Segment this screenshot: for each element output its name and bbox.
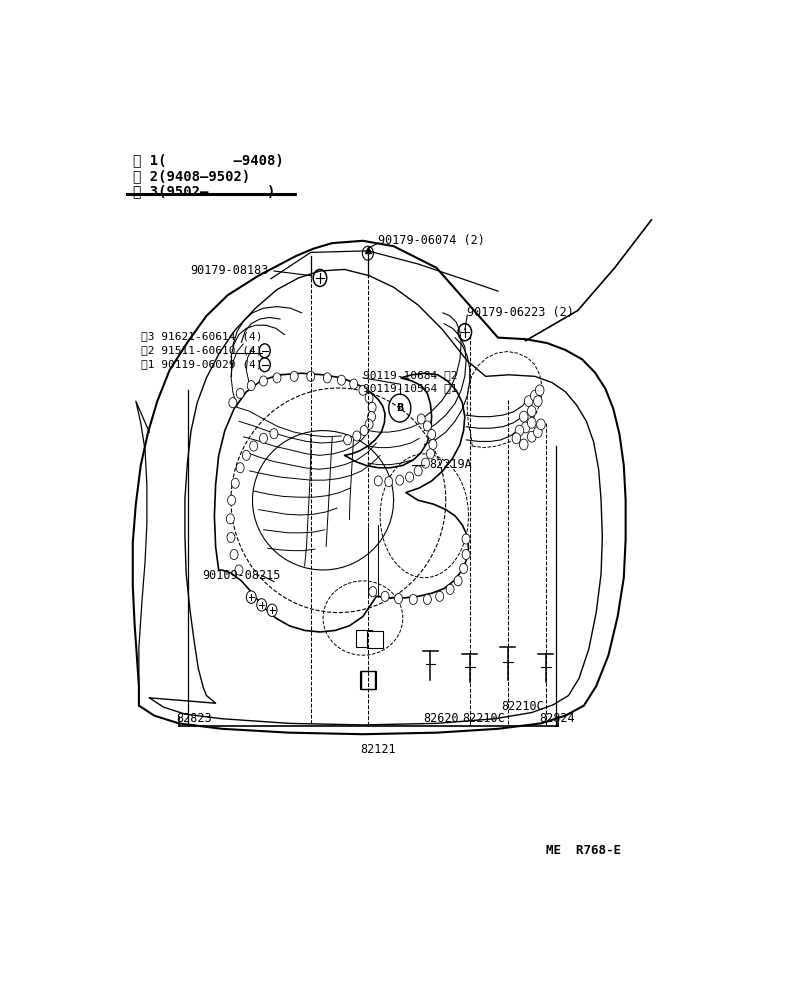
Circle shape bbox=[436, 592, 444, 602]
Circle shape bbox=[260, 434, 268, 444]
Text: 90119-10564 ※1: 90119-10564 ※1 bbox=[363, 383, 458, 393]
Text: B: B bbox=[396, 403, 403, 413]
Circle shape bbox=[227, 532, 235, 542]
Circle shape bbox=[537, 418, 545, 430]
Text: ※2 91511-60610 (4): ※2 91511-60610 (4) bbox=[141, 345, 262, 355]
Circle shape bbox=[229, 397, 237, 407]
Circle shape bbox=[236, 388, 244, 398]
Text: 82824: 82824 bbox=[539, 712, 575, 725]
Text: 82121: 82121 bbox=[360, 743, 396, 757]
Circle shape bbox=[352, 431, 361, 441]
Circle shape bbox=[534, 427, 543, 438]
Circle shape bbox=[426, 449, 435, 459]
Text: 82210C: 82210C bbox=[463, 712, 505, 725]
Circle shape bbox=[350, 379, 358, 389]
Circle shape bbox=[446, 584, 454, 595]
Circle shape bbox=[521, 423, 530, 433]
Circle shape bbox=[428, 430, 436, 440]
Circle shape bbox=[520, 439, 528, 450]
Text: ※3 91621-60614 (4): ※3 91621-60614 (4) bbox=[141, 331, 262, 341]
Circle shape bbox=[527, 432, 536, 443]
Circle shape bbox=[409, 595, 417, 605]
Circle shape bbox=[230, 549, 238, 559]
Circle shape bbox=[242, 451, 250, 461]
Circle shape bbox=[429, 440, 437, 450]
Circle shape bbox=[337, 375, 345, 385]
Circle shape bbox=[520, 411, 528, 423]
Text: 90179-06074 (2): 90179-06074 (2) bbox=[379, 234, 485, 247]
Circle shape bbox=[249, 441, 257, 451]
Circle shape bbox=[375, 476, 383, 486]
Circle shape bbox=[323, 373, 331, 383]
Circle shape bbox=[231, 478, 239, 488]
Circle shape bbox=[462, 534, 470, 544]
Circle shape bbox=[236, 463, 244, 473]
Circle shape bbox=[260, 376, 268, 386]
FancyBboxPatch shape bbox=[356, 630, 372, 647]
Circle shape bbox=[459, 563, 467, 573]
Circle shape bbox=[424, 421, 432, 431]
Circle shape bbox=[381, 592, 389, 602]
Circle shape bbox=[369, 586, 377, 597]
FancyBboxPatch shape bbox=[360, 671, 376, 688]
Circle shape bbox=[406, 472, 413, 482]
Text: 82219A: 82219A bbox=[429, 458, 472, 471]
Circle shape bbox=[273, 373, 281, 383]
Text: 82823: 82823 bbox=[177, 712, 212, 725]
Text: 90179-06223 (2): 90179-06223 (2) bbox=[467, 306, 574, 319]
Circle shape bbox=[417, 413, 425, 424]
Circle shape bbox=[385, 477, 393, 487]
Circle shape bbox=[512, 433, 520, 444]
Circle shape bbox=[527, 405, 536, 416]
Text: 82620: 82620 bbox=[423, 712, 459, 725]
Circle shape bbox=[235, 565, 243, 575]
Text: 90119-10684 ※2: 90119-10684 ※2 bbox=[363, 370, 458, 380]
Circle shape bbox=[462, 549, 470, 559]
Circle shape bbox=[524, 395, 533, 406]
Circle shape bbox=[454, 575, 462, 585]
Text: ME  R768-E: ME R768-E bbox=[546, 844, 621, 857]
Circle shape bbox=[267, 604, 277, 617]
Circle shape bbox=[531, 390, 539, 401]
Circle shape bbox=[424, 595, 432, 605]
Circle shape bbox=[365, 393, 373, 403]
Circle shape bbox=[534, 395, 543, 406]
Text: 90179-08183: 90179-08183 bbox=[190, 265, 268, 278]
Circle shape bbox=[360, 426, 368, 436]
Text: 90109-08215: 90109-08215 bbox=[202, 569, 280, 581]
Text: ※ 1(        –9408): ※ 1( –9408) bbox=[133, 153, 284, 167]
Text: ※1 90119-06029 (4): ※1 90119-06029 (4) bbox=[141, 359, 262, 369]
Circle shape bbox=[257, 599, 267, 611]
Circle shape bbox=[246, 591, 256, 604]
Circle shape bbox=[359, 385, 367, 395]
Circle shape bbox=[421, 458, 429, 468]
Circle shape bbox=[247, 380, 255, 390]
Circle shape bbox=[367, 411, 375, 422]
Circle shape bbox=[344, 435, 352, 445]
Circle shape bbox=[307, 371, 314, 381]
Circle shape bbox=[368, 402, 376, 412]
Circle shape bbox=[394, 594, 402, 604]
Circle shape bbox=[290, 371, 298, 381]
FancyBboxPatch shape bbox=[361, 671, 375, 688]
Circle shape bbox=[227, 514, 234, 524]
Circle shape bbox=[414, 466, 422, 476]
Circle shape bbox=[365, 420, 373, 430]
Text: 82210C: 82210C bbox=[501, 700, 544, 713]
Circle shape bbox=[396, 475, 404, 485]
Text: ※ 3(9502—       ): ※ 3(9502— ) bbox=[133, 184, 275, 198]
FancyBboxPatch shape bbox=[367, 631, 383, 648]
Circle shape bbox=[527, 417, 536, 429]
Circle shape bbox=[535, 385, 544, 395]
Text: ※ 2(9408–9502): ※ 2(9408–9502) bbox=[133, 169, 250, 183]
Circle shape bbox=[515, 426, 524, 436]
Circle shape bbox=[270, 429, 278, 439]
Circle shape bbox=[227, 495, 235, 505]
